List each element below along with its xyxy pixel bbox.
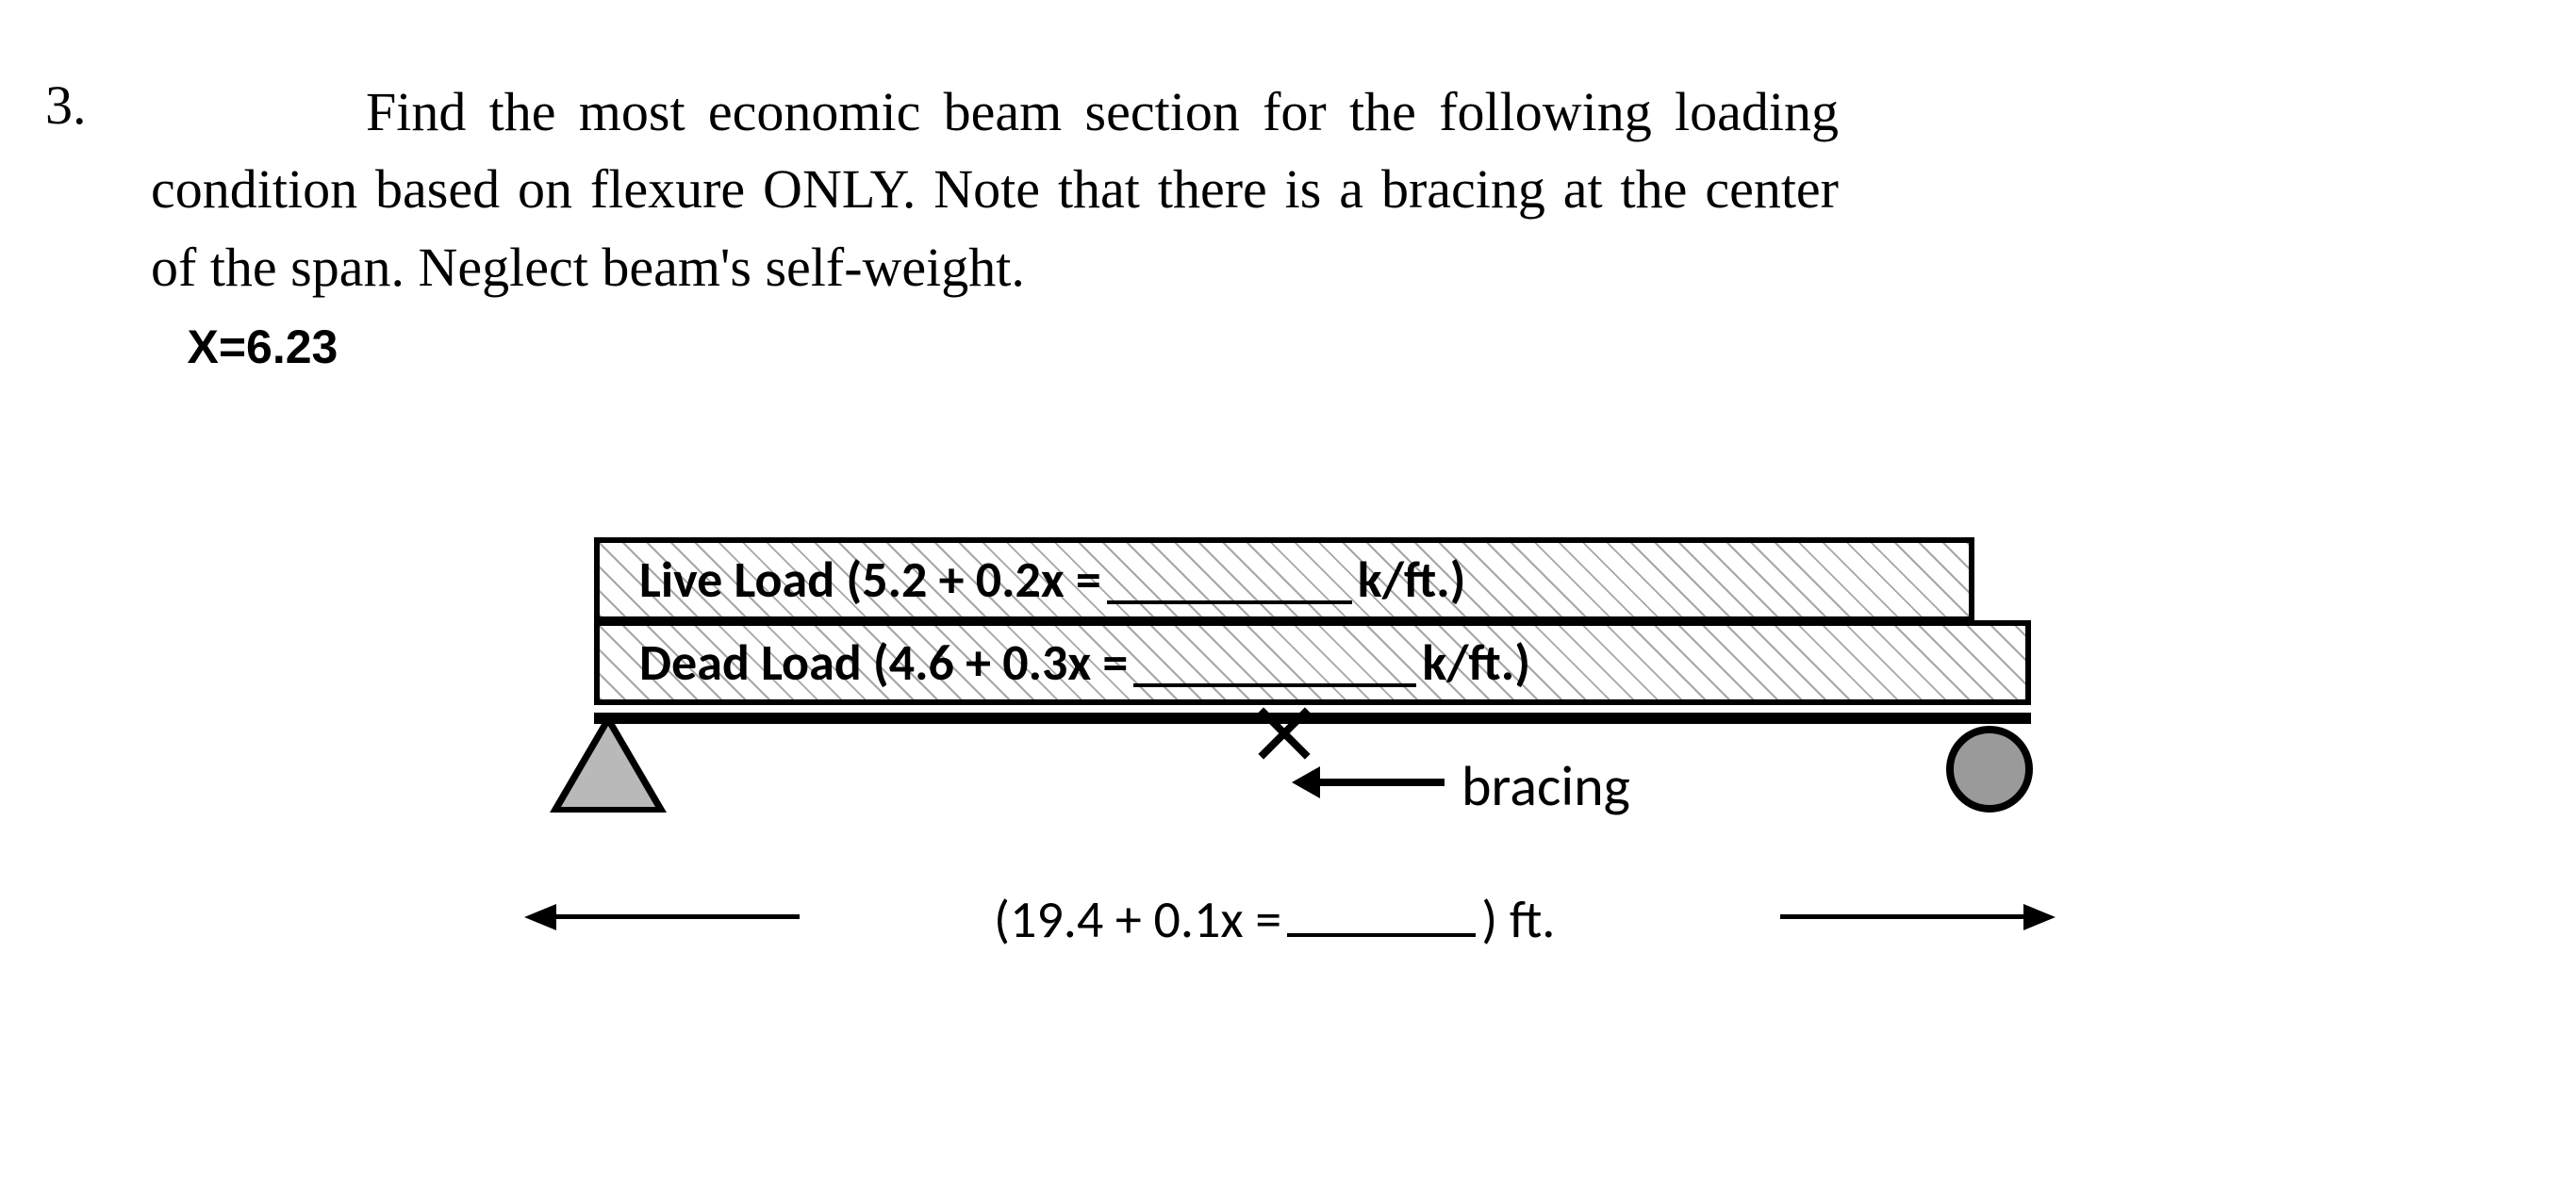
dimension-arrow-right: [2023, 904, 2056, 930]
live-load-suffix: k/ft.): [1358, 549, 1466, 611]
dimension-prefix: (19.4 + 0.1x =: [994, 888, 1281, 952]
dead-load-box: Dead Load (4.6 + 0.3x = k/ft.): [594, 620, 2031, 705]
bracing-arrow: [1311, 779, 1445, 786]
x-value: X=6.23: [188, 320, 339, 373]
dead-load-suffix: k/ft.): [1422, 632, 1530, 694]
dimension-arrow-left: [524, 904, 556, 930]
dimension-suffix: ) ft.: [1481, 888, 1555, 952]
dimension-line-left: [547, 914, 800, 919]
live-load-text: Live Load (5.2 + 0.2x = k/ft.): [600, 543, 1969, 616]
live-load-prefix: Live Load (5.2 + 0.2x =: [639, 549, 1101, 611]
dead-load-blank: [1133, 638, 1416, 688]
bracing-label: bracing: [1461, 752, 1630, 821]
problem-statement: Find the most economic beam section for …: [151, 74, 1839, 384]
dimension-blank: [1287, 886, 1476, 937]
dimension-line-right: [1780, 914, 2033, 919]
beam-diagram: Live Load (5.2 + 0.2x = k/ft.) Dead Load…: [537, 537, 2046, 1027]
dead-load-text: Dead Load (4.6 + 0.3x = k/ft.): [600, 626, 2025, 699]
bracing-mark: [1251, 700, 1317, 766]
roller-support: [1946, 726, 2033, 813]
problem-number: 3.: [45, 74, 87, 137]
live-load-box: Live Load (5.2 + 0.2x = k/ft.): [594, 537, 1974, 622]
problem-body: Find the most economic beam section for …: [151, 74, 1839, 306]
dimension-text: (19.4 + 0.1x = ) ft.: [981, 886, 1568, 952]
page: 3. Find the most economic beam section f…: [0, 0, 2576, 1199]
live-load-blank: [1107, 555, 1352, 605]
dead-load-prefix: Dead Load (4.6 + 0.3x =: [639, 632, 1128, 694]
